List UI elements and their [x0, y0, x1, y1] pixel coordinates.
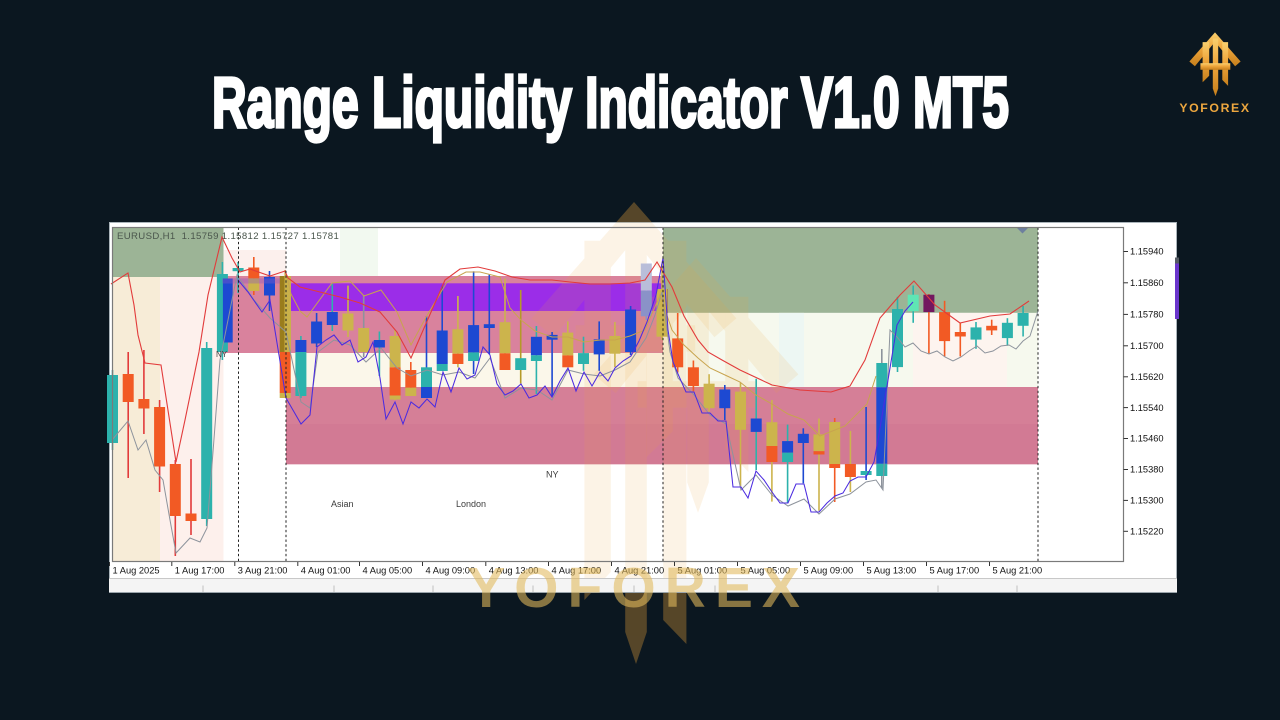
svg-text:1.15220: 1.15220	[1130, 527, 1164, 537]
svg-text:4 Aug 13:00: 4 Aug 13:00	[489, 566, 539, 576]
svg-text:4 Aug 21:00: 4 Aug 21:00	[615, 566, 665, 576]
svg-text:1.15860: 1.15860	[1130, 278, 1164, 288]
svg-text:1.15460: 1.15460	[1130, 434, 1164, 444]
svg-text:Asian: Asian	[331, 499, 354, 509]
svg-text:1 Aug 2025: 1 Aug 2025	[113, 566, 160, 576]
svg-text:5 Aug 01:00: 5 Aug 01:00	[678, 566, 728, 576]
svg-text:1.15940: 1.15940	[1130, 247, 1164, 257]
svg-text:1.15780: 1.15780	[1130, 310, 1164, 320]
svg-text:1.15300: 1.15300	[1130, 496, 1164, 506]
svg-text:1.15700: 1.15700	[1130, 341, 1164, 351]
svg-text:1.15620: 1.15620	[1130, 372, 1164, 382]
svg-text:4 Aug 09:00: 4 Aug 09:00	[426, 566, 476, 576]
svg-text:4 Aug 01:00: 4 Aug 01:00	[301, 566, 351, 576]
svg-text:YOFOREX: YOFOREX	[1179, 101, 1250, 115]
svg-text:3 Aug 21:00: 3 Aug 21:00	[238, 566, 288, 576]
svg-text:YOFOREX: YOFOREX	[467, 556, 809, 620]
svg-text:5 Aug 17:00: 5 Aug 17:00	[930, 566, 980, 576]
svg-text:NY: NY	[216, 350, 228, 359]
svg-text:4 Aug 17:00: 4 Aug 17:00	[552, 566, 602, 576]
svg-text:Range Liquidity Indicator V1.0: Range Liquidity Indicator V1.0 MT5	[212, 62, 1009, 142]
svg-text:5 Aug 05:00: 5 Aug 05:00	[741, 566, 791, 576]
svg-text:4 Aug 05:00: 4 Aug 05:00	[363, 566, 413, 576]
svg-text:1 Aug 17:00: 1 Aug 17:00	[175, 566, 225, 576]
svg-text:1.15380: 1.15380	[1130, 465, 1164, 475]
svg-text:NY: NY	[546, 470, 559, 480]
svg-text:5 Aug 21:00: 5 Aug 21:00	[993, 566, 1043, 576]
svg-text:London: London	[456, 499, 486, 509]
svg-text:5 Aug 09:00: 5 Aug 09:00	[804, 566, 854, 576]
svg-text:1.15540: 1.15540	[1130, 403, 1164, 413]
svg-text:EURUSD,H1 1.15759 1.15812 1.1: EURUSD,H1 1.15759 1.15812 1.15727 1.1578…	[117, 231, 339, 242]
svg-text:5 Aug 13:00: 5 Aug 13:00	[867, 566, 917, 576]
